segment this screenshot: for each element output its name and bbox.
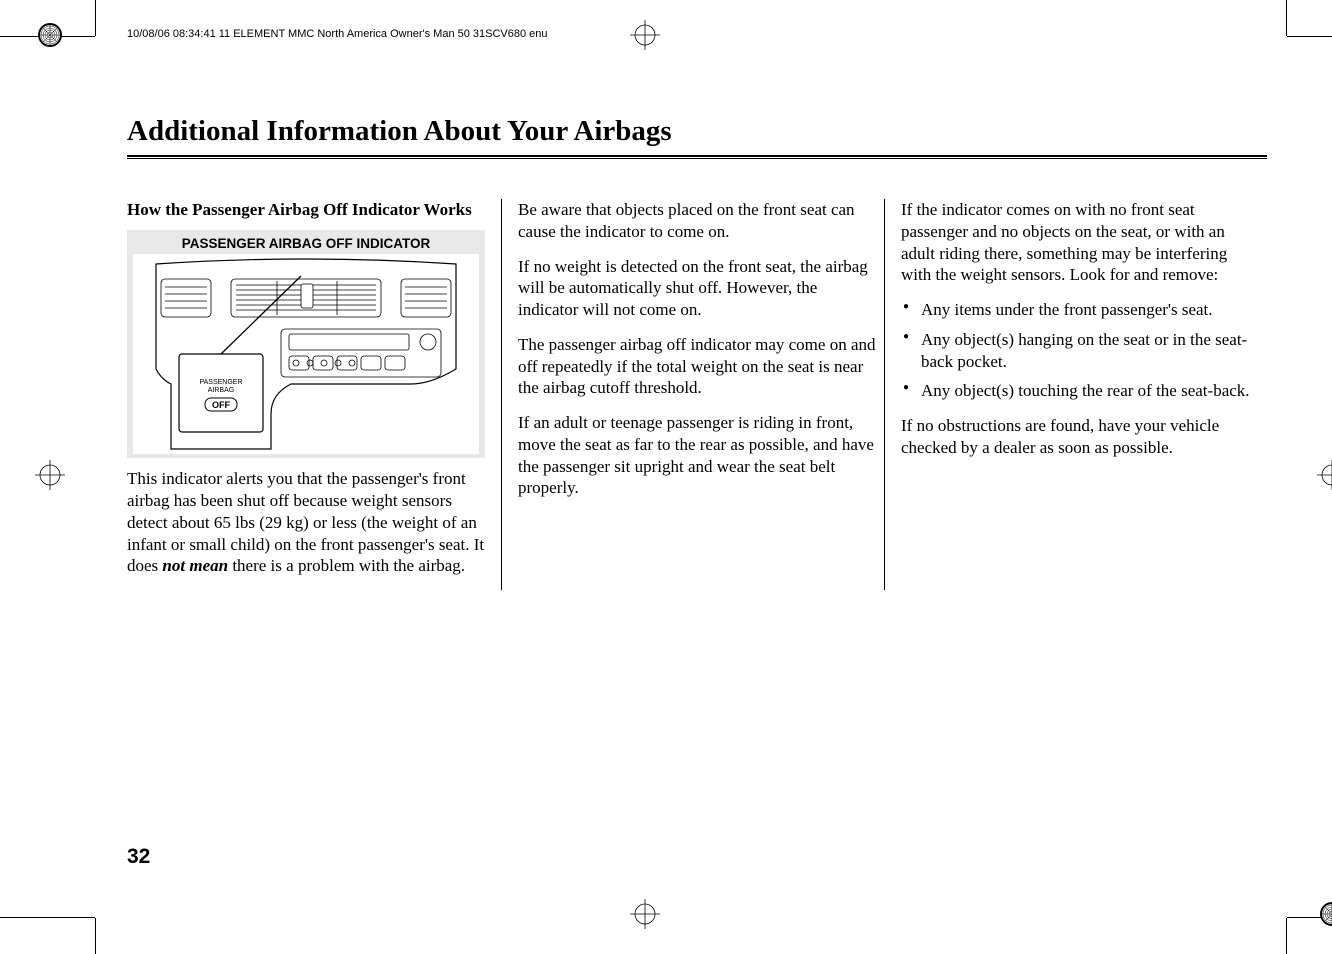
list-item: Any object(s) hanging on the seat or in … xyxy=(901,329,1259,373)
paragraph: If no obstructions are found, have your … xyxy=(901,415,1259,459)
crop-mark xyxy=(1286,0,1287,36)
registration-mark-icon xyxy=(630,20,660,55)
crop-mark xyxy=(0,917,95,918)
crop-mark xyxy=(1286,918,1287,954)
dashboard-diagram: PASSENGER AIRBAG OFF xyxy=(133,254,479,454)
subheading: How the Passenger Airbag Off Indicator W… xyxy=(127,199,485,220)
list-item: Any items under the front passenger's se… xyxy=(901,299,1259,321)
registration-mark-icon xyxy=(630,899,660,934)
column-1: How the Passenger Airbag Off Indicator W… xyxy=(127,199,493,590)
registration-mark-icon xyxy=(1317,899,1332,934)
content-columns: How the Passenger Airbag Off Indicator W… xyxy=(127,199,1267,590)
crop-mark xyxy=(1287,36,1332,37)
page-number: 32 xyxy=(127,845,150,869)
paragraph: This indicator alerts you that the passe… xyxy=(127,468,485,577)
column-divider xyxy=(884,199,885,590)
paragraph: Be aware that objects placed on the fron… xyxy=(518,199,876,243)
paragraph: If the indicator comes on with no front … xyxy=(901,199,1259,286)
paragraph: If an adult or teenage passenger is ridi… xyxy=(518,412,876,499)
list-item: Any object(s) touching the rear of the s… xyxy=(901,380,1259,402)
diagram-label: PASSENGER AIRBAG OFF INDICATOR xyxy=(133,236,479,251)
registration-mark-icon xyxy=(1317,460,1332,495)
column-divider xyxy=(501,199,502,590)
crop-mark xyxy=(95,918,96,954)
diagram-box: PASSENGER AIRBAG OFF INDICATOR xyxy=(127,230,485,458)
indicator-text: AIRBAG xyxy=(208,387,234,394)
paragraph: The passenger airbag off indicator may c… xyxy=(518,334,876,399)
text-run: there is a problem with the airbag. xyxy=(228,556,465,575)
page-title: Additional Information About Your Airbag… xyxy=(127,115,1267,153)
column-2: Be aware that objects placed on the fron… xyxy=(510,199,876,590)
indicator-text: PASSENGER xyxy=(199,379,242,386)
document-meta-header: 10/08/06 08:34:41 11 ELEMENT MMC North A… xyxy=(127,28,548,40)
crop-mark xyxy=(95,0,96,36)
emphasis: not mean xyxy=(162,556,228,575)
registration-mark-icon xyxy=(35,20,65,55)
page-content: Additional Information About Your Airbag… xyxy=(127,115,1267,874)
indicator-off-text: OFF xyxy=(212,400,230,410)
column-3: If the indicator comes on with no front … xyxy=(893,199,1267,590)
paragraph: If no weight is detected on the front se… xyxy=(518,256,876,321)
bullet-list: Any items under the front passenger's se… xyxy=(901,299,1259,402)
title-rule xyxy=(127,155,1267,159)
registration-mark-icon xyxy=(35,460,65,495)
